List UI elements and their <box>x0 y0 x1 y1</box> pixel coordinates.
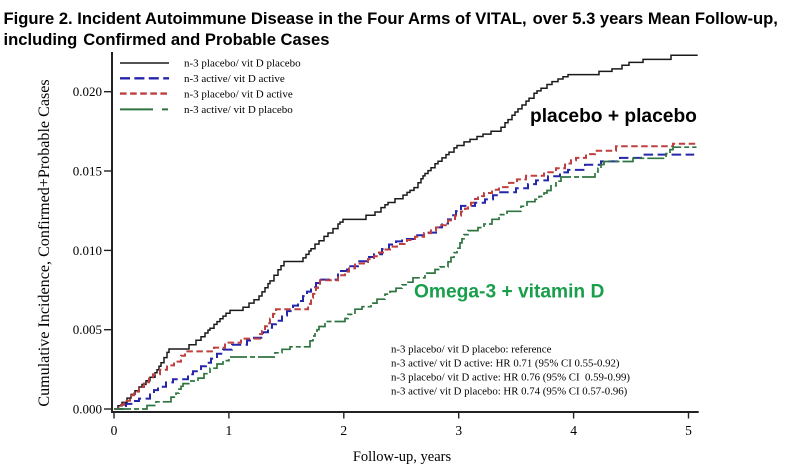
svg-text:0.005: 0.005 <box>73 322 102 337</box>
svg-text:including Confirmed and Proba: including Confirmed and Probable Cases <box>4 30 330 49</box>
svg-text:n-3 placebo/ vit D placebo: n-3 placebo/ vit D placebo <box>184 58 301 70</box>
svg-text:placebo + placebo: placebo + placebo <box>530 106 697 127</box>
svg-text:Follow-up, years: Follow-up, years <box>353 449 452 465</box>
svg-text:Omega-3 + vitamin D: Omega-3 + vitamin D <box>414 282 604 303</box>
svg-text:Figure 2. Incident Autoimmune: Figure 2. Incident Autoimmune Disease in… <box>4 9 778 28</box>
svg-text:n-3 active/ vit D placebo: n-3 active/ vit D placebo <box>184 104 293 116</box>
svg-text:n-3 active/ vit D placebo: HR: n-3 active/ vit D placebo: HR 0.74 (95% … <box>391 385 628 397</box>
svg-text:n-3 placebo/ vit D placebo: re: n-3 placebo/ vit D placebo: reference <box>391 344 552 356</box>
svg-text:0: 0 <box>111 423 118 438</box>
svg-text:0.000: 0.000 <box>73 402 102 417</box>
svg-text:n-3 active/ vit D active: n-3 active/ vit D active <box>184 73 285 85</box>
svg-text:5: 5 <box>685 423 692 438</box>
svg-text:0.015: 0.015 <box>73 164 102 179</box>
svg-text:n-3 placebo/ vit D active: HR: n-3 placebo/ vit D active: HR 0.76 (95% … <box>391 372 630 384</box>
svg-text:3: 3 <box>455 423 462 438</box>
svg-text:n-3 placebo/ vit D active: n-3 placebo/ vit D active <box>184 88 293 100</box>
svg-text:Cumulative Incidence, Confirme: Cumulative Incidence, Confirmed+Probable… <box>36 79 53 406</box>
svg-text:4: 4 <box>570 423 577 438</box>
svg-text:0.020: 0.020 <box>73 84 102 99</box>
svg-text:1: 1 <box>226 423 233 438</box>
svg-text:0.010: 0.010 <box>73 243 102 258</box>
svg-text:2: 2 <box>340 423 347 438</box>
svg-text:n-3 active/ vit D active: HR 0: n-3 active/ vit D active: HR 0.71 (95% C… <box>391 358 620 370</box>
